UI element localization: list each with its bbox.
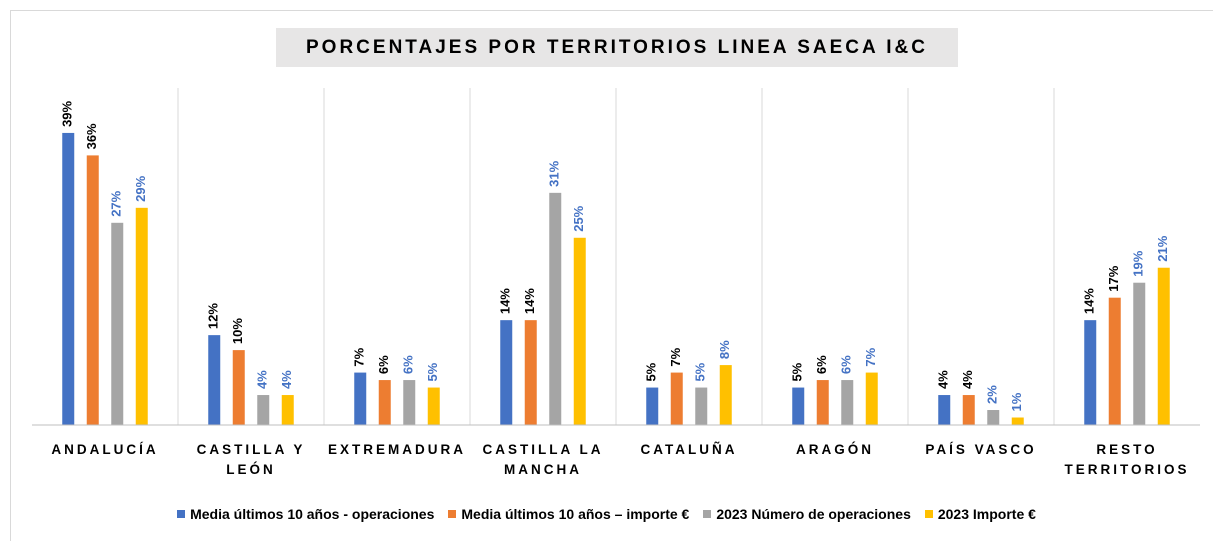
bar (354, 372, 367, 425)
bar (403, 380, 416, 425)
value-label: 29% (133, 175, 148, 201)
x-tick-label: RESTO TERRITORIOS (1064, 442, 1190, 477)
legend-label: 2023 Número de operaciones (716, 506, 911, 522)
value-label: 4% (936, 370, 951, 389)
legend-swatch (924, 510, 933, 518)
bar (1133, 282, 1146, 425)
bar (962, 395, 975, 425)
value-label: 10% (230, 318, 245, 344)
bar (792, 387, 805, 425)
value-label: 27% (109, 190, 124, 216)
value-label: 14% (498, 288, 513, 314)
bar (719, 365, 732, 425)
bar (62, 132, 75, 425)
chart-title: PORCENTAJES POR TERRITORIOS LINEA SAECA … (276, 28, 958, 67)
value-label: 19% (1131, 250, 1146, 276)
bar (841, 380, 854, 425)
value-label: 14% (522, 288, 537, 314)
bar (1108, 297, 1121, 425)
bar (378, 380, 391, 425)
value-label: 4% (960, 370, 975, 389)
x-tick-label: CASTILLA Y LEÓN (196, 442, 306, 477)
value-label: 39% (60, 100, 75, 126)
value-label: 8% (717, 340, 732, 359)
legend-swatch (448, 510, 457, 518)
bar (670, 372, 683, 425)
bar (524, 320, 537, 425)
bar (573, 237, 586, 425)
value-label: 4% (255, 370, 270, 389)
legend-label: Media últimos 10 años - operaciones (190, 506, 435, 522)
value-label: 6% (839, 355, 854, 374)
x-tick-label: CATALUÑA (640, 442, 738, 457)
bar (549, 192, 562, 425)
legend-item: 2023 Número de operaciones (703, 506, 911, 522)
value-label: 2% (985, 385, 1000, 404)
value-label: 36% (84, 123, 99, 149)
value-label: 6% (401, 355, 416, 374)
bar (86, 155, 99, 425)
bar (938, 395, 951, 425)
legend-item: Media últimos 10 años – importe € (448, 506, 689, 522)
legend-swatch (703, 510, 712, 518)
value-label: 5% (425, 362, 440, 381)
bar (646, 387, 659, 425)
x-tick-label: ARAGÓN (796, 442, 874, 457)
bar (232, 350, 245, 425)
value-label: 31% (547, 160, 562, 186)
value-label: 1% (1009, 392, 1024, 411)
x-tick-label: PAÍS VASCO (925, 442, 1037, 457)
value-label: 7% (668, 347, 683, 366)
value-label: 5% (693, 362, 708, 381)
bar (500, 320, 513, 425)
bar (1084, 320, 1097, 425)
legend-swatch (177, 510, 186, 518)
bar (135, 207, 148, 425)
bar (695, 387, 708, 425)
bar (281, 395, 294, 425)
bar (427, 387, 440, 425)
value-label: 21% (1155, 235, 1170, 261)
legend-label: 2023 Importe € (937, 506, 1036, 522)
bar (1157, 267, 1170, 425)
value-label: 17% (1106, 265, 1121, 291)
value-label: 5% (644, 362, 659, 381)
bar (111, 222, 124, 425)
bar (257, 395, 270, 425)
value-label: 6% (376, 355, 391, 374)
value-label: 6% (814, 355, 829, 374)
legend-label: Media últimos 10 años – importe € (461, 506, 690, 522)
value-label: 25% (571, 205, 586, 231)
legend-item: 2023 Importe € (924, 506, 1036, 522)
value-label: 7% (352, 347, 367, 366)
value-label: 7% (863, 347, 878, 366)
bar (1011, 417, 1024, 425)
legend-item: Media últimos 10 años - operaciones (177, 506, 434, 522)
bar (208, 335, 221, 425)
value-label: 5% (790, 362, 805, 381)
legend: Media últimos 10 años - operaciones Media… (0, 506, 1213, 522)
value-label: 14% (1082, 288, 1097, 314)
x-tick-label: CASTILLA LA MANCHA (482, 442, 604, 477)
bar (816, 380, 829, 425)
x-tick-label: ANDALUCÍA (51, 442, 159, 457)
bar (987, 410, 1000, 425)
bar (865, 372, 878, 425)
value-label: 12% (206, 303, 221, 329)
value-label: 4% (279, 370, 294, 389)
chart-frame (10, 10, 1213, 541)
x-tick-label: EXTREMADURA (327, 442, 466, 457)
